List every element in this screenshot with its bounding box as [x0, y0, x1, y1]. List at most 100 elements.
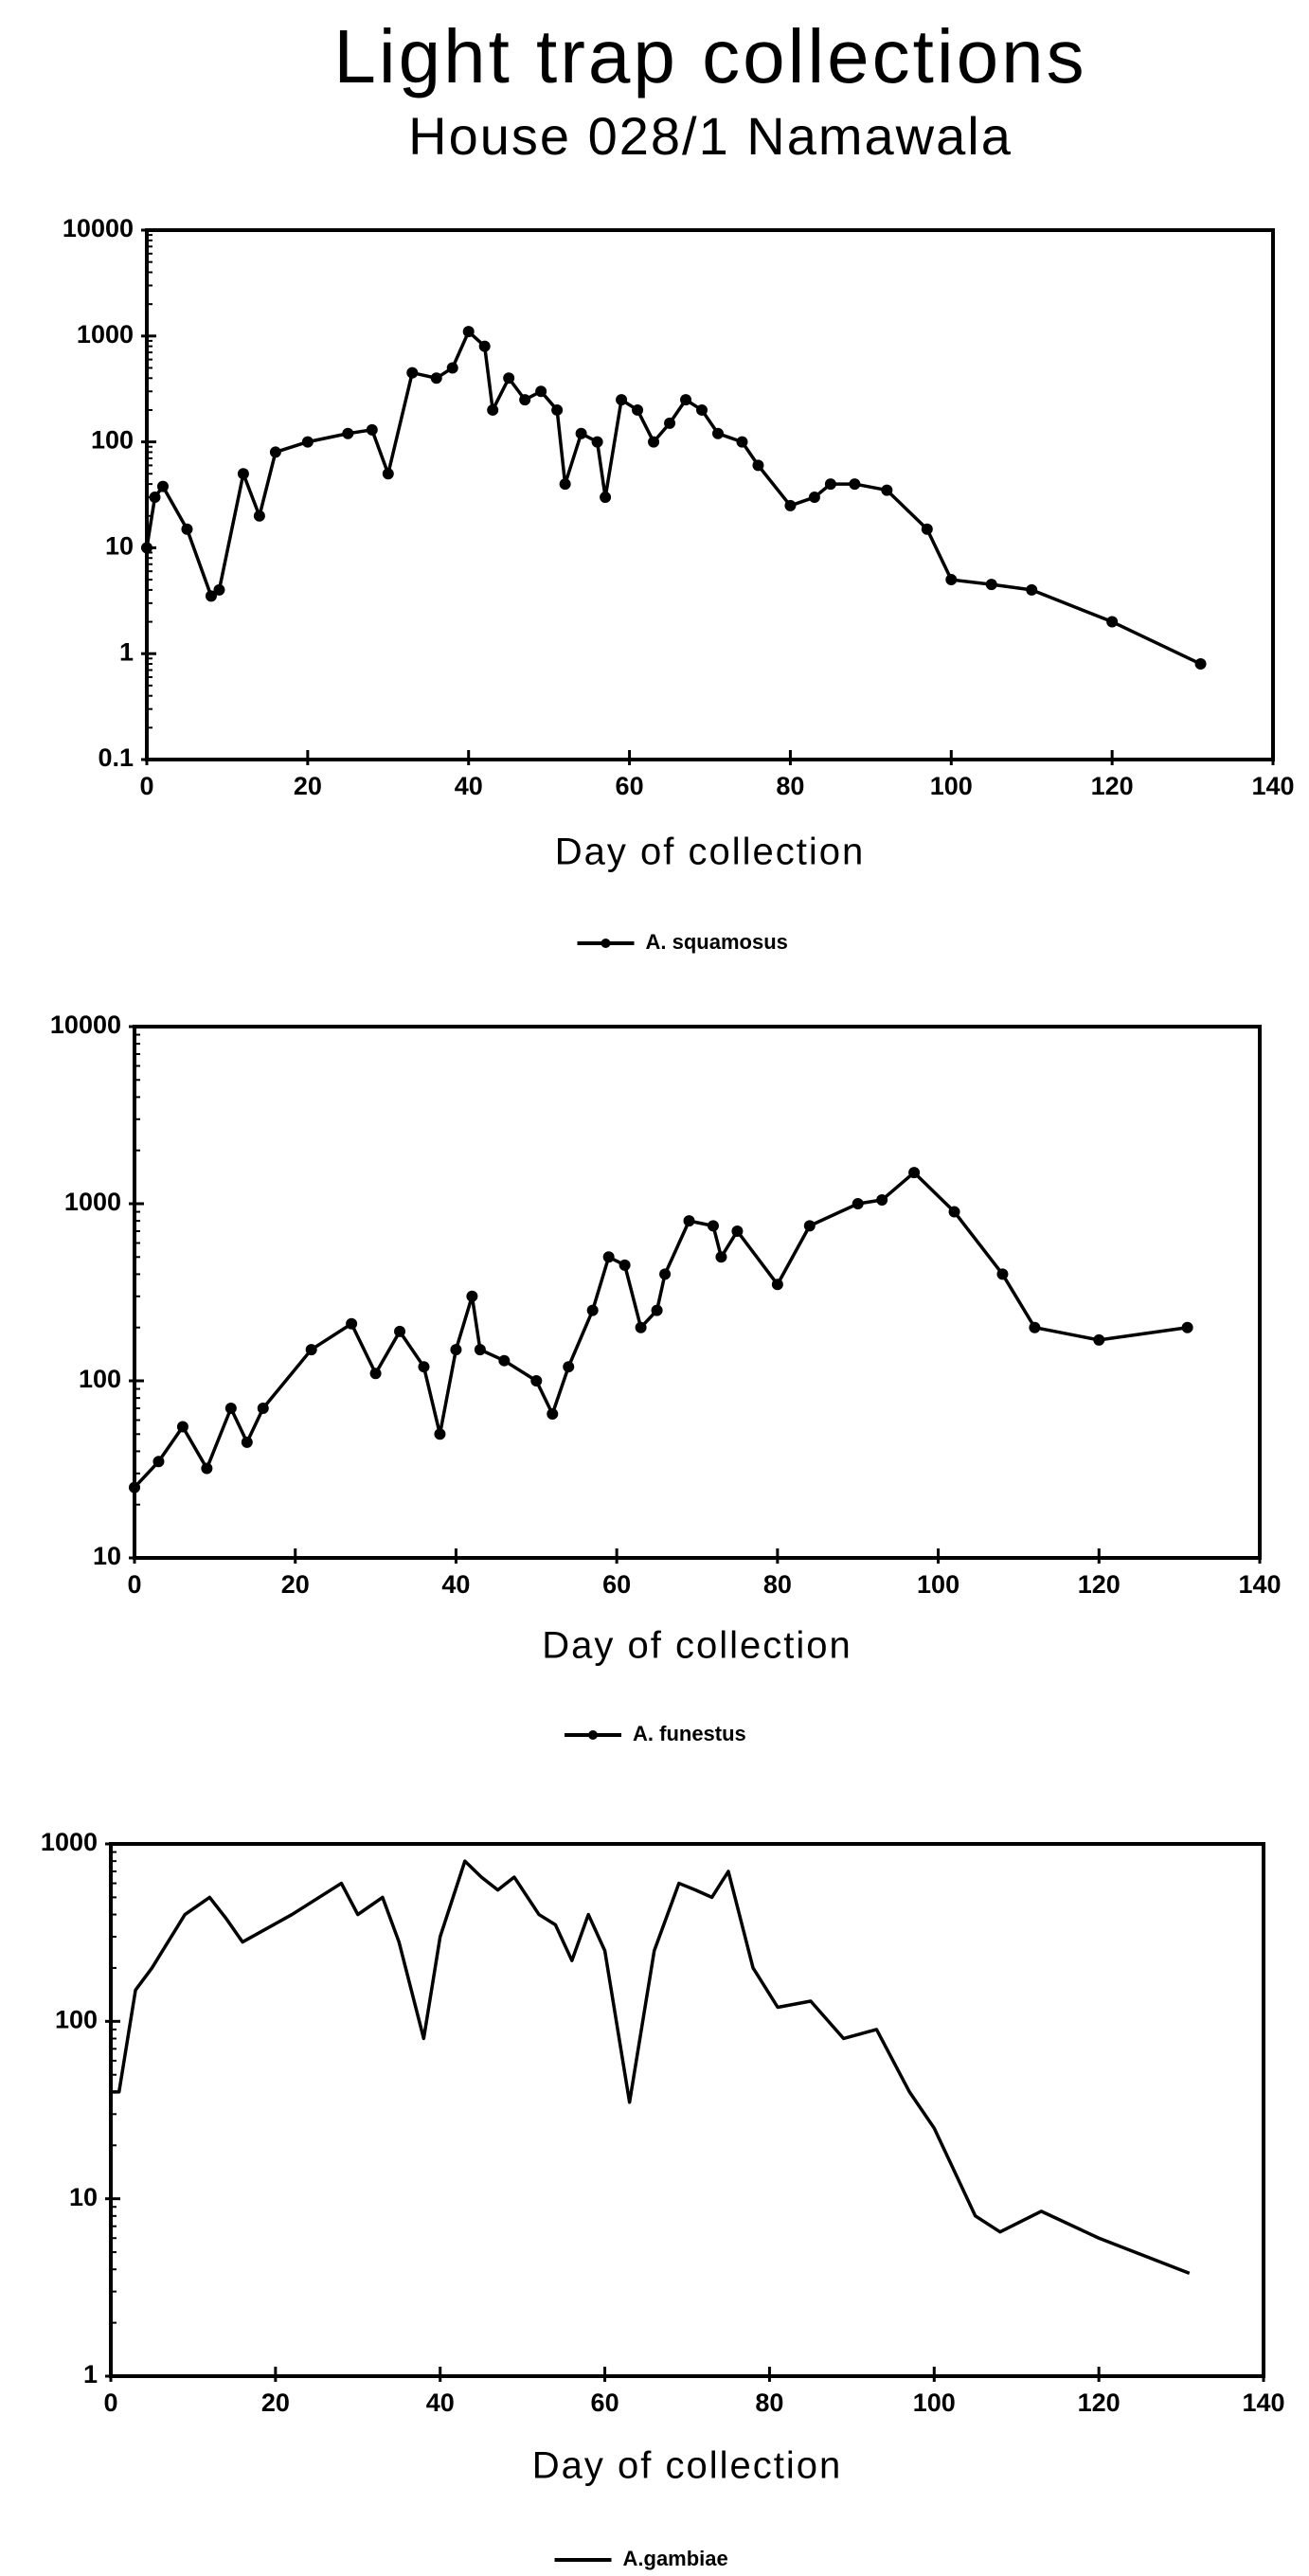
data-point	[849, 478, 861, 491]
x-tick-label: 40	[455, 772, 483, 800]
x-tick-label: 140	[1242, 2388, 1284, 2417]
y-tick-label: 100	[91, 426, 134, 455]
data-point	[1181, 1321, 1193, 1333]
data-point	[141, 542, 152, 554]
data-point	[224, 1402, 237, 1414]
data-point	[450, 1344, 462, 1356]
data-point	[394, 1325, 406, 1337]
data-point	[535, 385, 547, 398]
data-point	[152, 1456, 165, 1468]
y-tick-label: 10	[93, 1542, 121, 1570]
data-point	[711, 427, 724, 439]
x-tick-label: 120	[1078, 2388, 1121, 2417]
y-tick-label: 1000	[64, 1188, 121, 1216]
data-point	[503, 372, 515, 385]
data-point	[382, 468, 394, 480]
y-tick-label: 1	[119, 637, 134, 666]
y-tick-label: 10000	[50, 1011, 121, 1039]
data-point	[771, 1279, 783, 1291]
y-tick-label: 100	[79, 1365, 121, 1393]
y-tick-label: 10	[105, 532, 134, 561]
x-tick-label: 0	[127, 1570, 141, 1599]
x-tick-label: 120	[1078, 1570, 1121, 1599]
data-point	[632, 403, 644, 416]
data-point	[752, 459, 764, 472]
data-point	[434, 1428, 446, 1440]
x-tick-label: 80	[755, 2388, 783, 2417]
x-tick-label: 20	[281, 1570, 310, 1599]
data-point	[996, 1268, 1009, 1280]
data-point	[305, 1344, 317, 1356]
data-point	[418, 1361, 430, 1373]
data-point	[205, 590, 217, 602]
x-tick-label: 140	[1251, 772, 1294, 800]
data-point	[253, 510, 265, 522]
data-point	[176, 1421, 188, 1433]
x-tick-label: 20	[294, 772, 322, 800]
data-point	[948, 1206, 960, 1218]
y-tick-label: 1000	[77, 320, 134, 349]
x-tick-label: 0	[103, 2388, 117, 2417]
data-point	[559, 478, 571, 491]
data-point	[680, 394, 692, 406]
plot-frame	[109, 1842, 1265, 2378]
y-tick-label: 1	[83, 2360, 98, 2388]
x-tick-label: 40	[426, 2388, 455, 2417]
data-point	[1194, 658, 1207, 671]
data-point	[369, 1368, 382, 1380]
legend-label: A.gambiae	[623, 2547, 728, 2570]
data-point	[985, 579, 997, 591]
data-point	[803, 1220, 816, 1232]
data-point	[181, 523, 193, 535]
data-point	[462, 326, 475, 338]
data-point	[241, 1436, 253, 1448]
data-point	[876, 1194, 888, 1207]
data-point	[600, 492, 612, 504]
data-point	[366, 423, 378, 436]
data-point	[547, 1407, 559, 1420]
x-axis-title: Day of collection	[555, 832, 865, 873]
data-point	[616, 394, 628, 406]
data-point	[1029, 1321, 1041, 1333]
legend-label: A. funestus	[633, 1722, 746, 1745]
data-point	[156, 480, 169, 492]
data-point	[257, 1402, 269, 1414]
data-point	[852, 1198, 864, 1209]
data-point	[1093, 1333, 1105, 1346]
data-point	[466, 1290, 478, 1302]
data-point	[498, 1354, 511, 1367]
data-point	[824, 478, 836, 491]
data-point	[707, 1220, 719, 1232]
x-axis-title: Day of collection	[532, 2445, 842, 2487]
data-point	[201, 1462, 213, 1475]
x-tick-label: 100	[930, 772, 973, 800]
data-point	[648, 436, 660, 448]
data-point	[474, 1344, 486, 1356]
x-tick-label: 120	[1091, 772, 1134, 800]
x-tick-label: 60	[591, 2388, 619, 2417]
data-point	[519, 394, 531, 406]
x-axis-title: Day of collection	[542, 1625, 852, 1667]
data-point	[808, 492, 820, 504]
data-point	[602, 1251, 615, 1263]
legend-marker	[601, 939, 611, 948]
data-point	[731, 1225, 744, 1237]
data-point	[736, 436, 748, 448]
page-subtitle: House 028/1 Namawala	[408, 106, 1013, 166]
data-point	[269, 446, 281, 458]
data-point	[586, 1304, 599, 1316]
data-point	[487, 403, 499, 416]
data-point	[1026, 583, 1038, 596]
data-point	[575, 427, 587, 439]
data-point	[651, 1304, 663, 1316]
data-point	[149, 492, 161, 504]
data-point	[591, 436, 603, 448]
y-tick-label: 0.1	[98, 743, 134, 772]
legend-marker	[588, 1730, 598, 1740]
x-tick-label: 60	[616, 772, 644, 800]
data-point	[346, 1317, 358, 1330]
x-tick-label: 80	[763, 1570, 792, 1599]
x-tick-label: 100	[913, 2388, 956, 2417]
data-line	[111, 1859, 1191, 2276]
data-point	[945, 574, 958, 586]
